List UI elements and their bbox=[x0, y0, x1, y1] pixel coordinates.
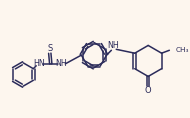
Text: HN: HN bbox=[33, 59, 45, 68]
Text: NH: NH bbox=[107, 41, 119, 50]
Text: CH₃: CH₃ bbox=[175, 47, 189, 53]
Text: O: O bbox=[145, 86, 151, 95]
Text: NH: NH bbox=[55, 59, 67, 68]
Text: S: S bbox=[47, 44, 52, 53]
